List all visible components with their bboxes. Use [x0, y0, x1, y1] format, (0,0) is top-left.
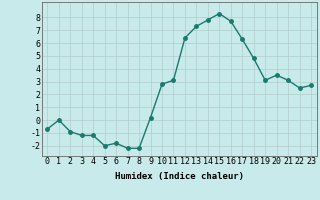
- X-axis label: Humidex (Indice chaleur): Humidex (Indice chaleur): [115, 172, 244, 181]
